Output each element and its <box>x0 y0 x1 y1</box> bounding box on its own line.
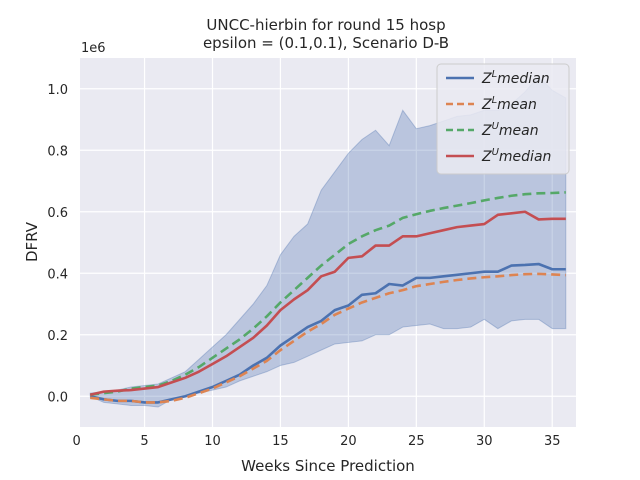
series-line-3 <box>89 210 566 396</box>
x-tick-label: 0 <box>72 434 80 449</box>
series-layer <box>89 191 566 404</box>
legend-label: ZLmedian <box>481 69 550 87</box>
x-tick-label: 25 <box>408 434 425 449</box>
x-tick-label: 10 <box>204 434 221 449</box>
legend-label: ZUmedian <box>481 147 551 165</box>
x-tick-label: 15 <box>272 434 289 449</box>
x-tick-label: 20 <box>340 434 357 449</box>
x-axis-label: Weeks Since Prediction <box>241 457 415 475</box>
chart-title: UNCC-hierbin for round 15 hosp <box>206 16 445 34</box>
y-scale-label: 1e6 <box>81 41 106 56</box>
y-tick-label: 0.6 <box>47 206 68 221</box>
x-tick-label: 5 <box>140 434 148 449</box>
series-line-2 <box>90 191 566 397</box>
y-axis-label: DFRV <box>23 221 41 262</box>
y-tick-label: 1.0 <box>47 83 68 98</box>
legend: ZLmedian ZLmean ZUmean ZUmedian <box>436 63 570 175</box>
y-tick-label: 0.8 <box>47 144 68 159</box>
x-ticks: 0 5 10 15 20 25 30 35 <box>72 434 560 449</box>
x-tick-label: 30 <box>476 434 493 449</box>
legend-label: ZLmean <box>481 95 537 113</box>
chart-subtitle: epsilon = (0.1,0.1), Scenario D-B <box>203 34 449 52</box>
y-tick-label: 0.4 <box>47 267 68 282</box>
series-line-0 <box>89 262 566 404</box>
y-tick-label: 0.2 <box>47 329 68 344</box>
legend-label: ZUmean <box>481 121 539 139</box>
series-line-1 <box>90 272 566 404</box>
legend-box <box>436 63 570 175</box>
x-tick-label: 35 <box>544 434 561 449</box>
y-tick-label: 0.0 <box>47 390 68 405</box>
y-ticks: 0.0 0.2 0.4 0.6 0.8 1.0 <box>47 83 68 406</box>
